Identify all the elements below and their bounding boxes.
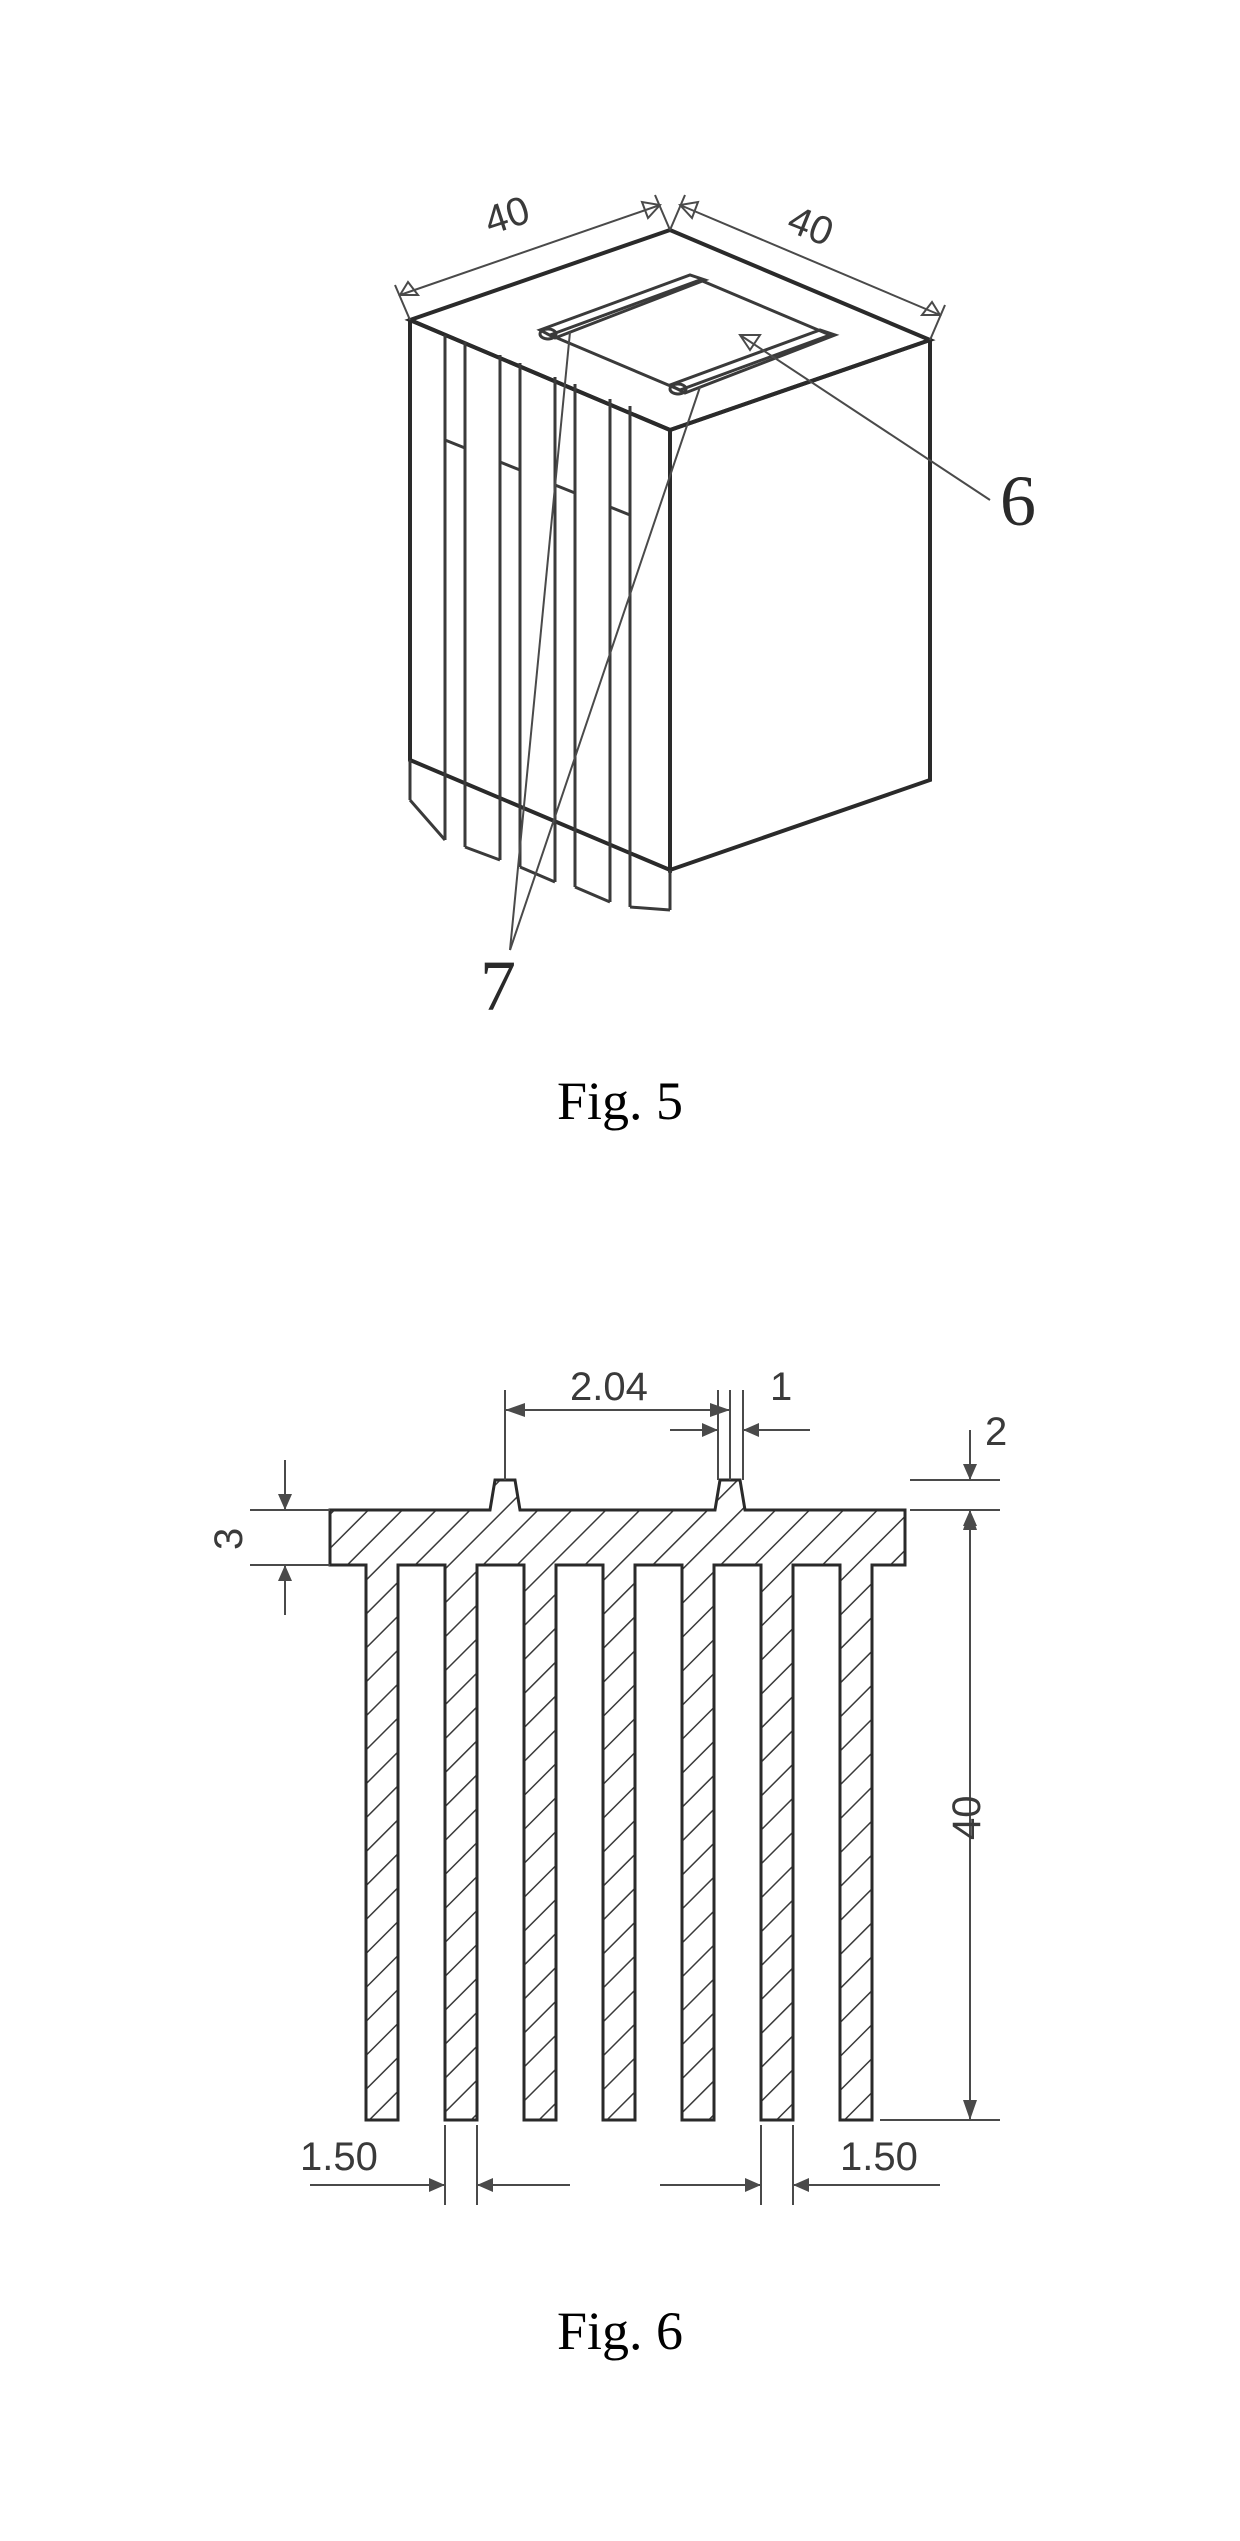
fig6-svg: 2.04 1 2	[170, 1300, 1070, 2280]
dim-40-left-text: 40	[479, 188, 535, 244]
cross-section	[330, 1480, 905, 2120]
clips	[540, 275, 835, 394]
dim-40-right-text: 40	[782, 198, 840, 255]
dim-total-height: 40	[880, 1510, 1000, 2120]
callout-6-text: 6	[1000, 461, 1036, 541]
dim-clip-width-text: 1	[770, 1365, 792, 1409]
figure-6: 2.04 1 2	[170, 1300, 1070, 2350]
chip-recess	[550, 280, 830, 390]
dim-plate-thickness-text: 3	[207, 1528, 251, 1550]
heatsink-right-face	[670, 340, 930, 870]
dim-clip-height: 2	[910, 1410, 1007, 1560]
heatsink-fins	[410, 335, 670, 910]
fig5-svg: 40 40 6 7	[170, 80, 1070, 1050]
dim-center-gap-text: 2.04	[570, 1365, 648, 1409]
dim-center-gap: 2.04	[505, 1365, 730, 1480]
callout-6: 6	[740, 335, 1036, 541]
dim-fin-left: 1.50	[300, 2125, 570, 2205]
dim-40-right: 40	[670, 195, 945, 340]
heatsink-top-face	[410, 230, 930, 430]
dim-clip-width: 1	[670, 1365, 810, 1480]
callout-7-text: 7	[480, 946, 516, 1026]
fig5-label: Fig. 5	[170, 1070, 1070, 1132]
dim-fin-right-text: 1.50	[840, 2135, 918, 2179]
dim-clip-height-text: 2	[985, 1410, 1007, 1454]
dim-plate-thickness: 3	[207, 1460, 330, 1615]
figure-5: 40 40 6 7 Fig. 5	[170, 80, 1070, 1130]
dim-total-height-text: 40	[945, 1796, 989, 1841]
callout-7: 7	[480, 332, 700, 1026]
dim-fin-left-text: 1.50	[300, 2135, 378, 2179]
dim-fin-right: 1.50	[660, 2125, 940, 2205]
fig6-label: Fig. 6	[170, 2300, 1070, 2362]
dim-40-left: 40	[395, 188, 670, 320]
